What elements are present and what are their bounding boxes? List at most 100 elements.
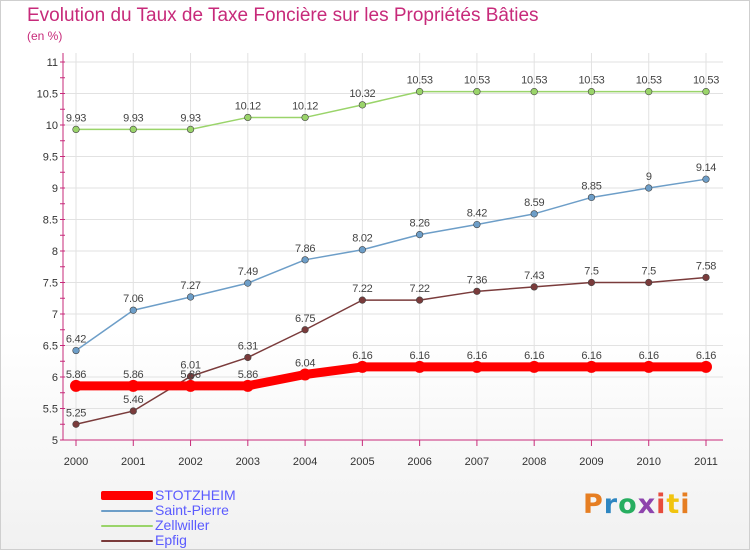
data-label: 7.5	[584, 266, 599, 278]
data-label: 10.53	[636, 75, 662, 87]
data-point	[528, 360, 541, 373]
data-point	[127, 379, 140, 392]
data-point	[530, 210, 538, 218]
data-label: 7.86	[295, 243, 315, 255]
y-tick-label: 5	[52, 435, 58, 447]
data-label: 6.16	[410, 350, 430, 362]
data-label: 7.43	[524, 270, 544, 282]
data-point	[587, 278, 596, 287]
data-point	[358, 296, 366, 304]
data-label: 6.42	[66, 334, 86, 346]
y-tick-label: 9	[52, 183, 58, 195]
data-point	[299, 368, 312, 381]
x-tick-label: 2006	[407, 456, 431, 468]
data-point	[645, 278, 653, 287]
legend-label: STOTZHEIM	[155, 487, 236, 503]
data-label: 7.36	[467, 274, 487, 286]
y-tick-label: 6	[52, 372, 58, 384]
data-point	[129, 125, 137, 134]
data-label: 5.86	[123, 369, 143, 381]
data-label: 5.86	[238, 369, 258, 381]
y-tick-label: 8.5	[43, 215, 58, 227]
legend-swatch	[101, 539, 153, 542]
chart-unit-label: (en %)	[27, 29, 63, 43]
data-label: 7.27	[180, 280, 200, 292]
y-tick-label: 9.5	[43, 152, 58, 164]
data-label: 8.42	[467, 208, 487, 220]
data-point	[416, 231, 424, 239]
data-label: 6.16	[524, 350, 544, 362]
data-label: 7.22	[352, 283, 372, 295]
y-tick-label: 6.5	[43, 341, 58, 353]
y-tick-label: 5.5	[43, 404, 58, 416]
series-line-zellwiller	[75, 90, 707, 131]
data-label: 5.25	[66, 407, 86, 419]
y-tick-label: 11	[47, 57, 58, 69]
data-label: 9.93	[180, 112, 200, 124]
legend-label: Saint-Pierre	[155, 502, 229, 518]
data-point	[129, 407, 137, 415]
data-point	[702, 88, 710, 96]
data-point	[301, 113, 309, 122]
data-label: 6.01	[180, 359, 200, 371]
data-point	[129, 306, 137, 314]
data-label: 10.53	[407, 75, 433, 87]
data-label: 10.12	[292, 100, 318, 112]
data-point	[700, 360, 712, 373]
data-point	[702, 175, 710, 183]
data-label: 10.53	[521, 75, 547, 87]
data-label: 10.32	[349, 88, 375, 100]
data-point	[473, 88, 481, 96]
x-tick-label: 2005	[350, 456, 374, 468]
data-point	[184, 379, 197, 392]
data-label: 9.93	[123, 112, 143, 124]
legend-swatch	[101, 524, 153, 527]
y-tick-label: 10.5	[37, 89, 58, 101]
x-tick-label: 2004	[293, 456, 317, 468]
data-label: 6.16	[696, 350, 716, 362]
data-point	[244, 279, 252, 287]
proxiti-logo: Proxiti	[583, 489, 691, 520]
data-label: 6.75	[295, 313, 315, 325]
data-label: 5.86	[180, 369, 200, 381]
data-label: 7.06	[123, 293, 143, 305]
x-tick-label: 2001	[121, 456, 145, 468]
y-tick-label: 7	[52, 309, 58, 321]
legend-label: Epfig	[155, 532, 187, 548]
data-label: 10.53	[693, 75, 719, 87]
data-point	[530, 88, 538, 96]
data-point	[358, 246, 366, 254]
data-point	[301, 326, 309, 334]
series-line-stotzheim	[71, 362, 711, 391]
data-label: 10.53	[464, 75, 490, 87]
data-label: 9.93	[66, 112, 86, 124]
data-point	[358, 101, 366, 109]
data-label: 6.16	[352, 350, 372, 362]
data-point	[356, 360, 369, 373]
data-point	[186, 372, 195, 380]
data-label: 6.16	[581, 350, 601, 362]
data-label: 8.85	[581, 180, 601, 192]
data-point	[72, 125, 80, 134]
data-point	[645, 184, 653, 192]
data-point	[241, 379, 254, 392]
data-point	[473, 287, 481, 295]
data-label: 7.5	[642, 266, 657, 278]
data-label: 6.16	[639, 350, 659, 362]
data-label: 7.58	[696, 260, 716, 272]
data-point	[530, 283, 538, 291]
data-label: 7.22	[410, 283, 430, 295]
legend-swatch	[101, 491, 153, 500]
data-label: 10.12	[235, 100, 261, 112]
legend-swatch	[101, 509, 153, 512]
data-label: 8.59	[524, 197, 544, 209]
data-label: 7.49	[238, 266, 258, 278]
legend-label: Zellwiller	[155, 517, 210, 533]
data-label: 9.14	[696, 162, 716, 174]
data-point	[473, 220, 481, 229]
x-tick-label: 2003	[236, 456, 260, 468]
y-tick-label: 8	[52, 246, 58, 258]
x-tick-label: 2011	[694, 456, 718, 468]
